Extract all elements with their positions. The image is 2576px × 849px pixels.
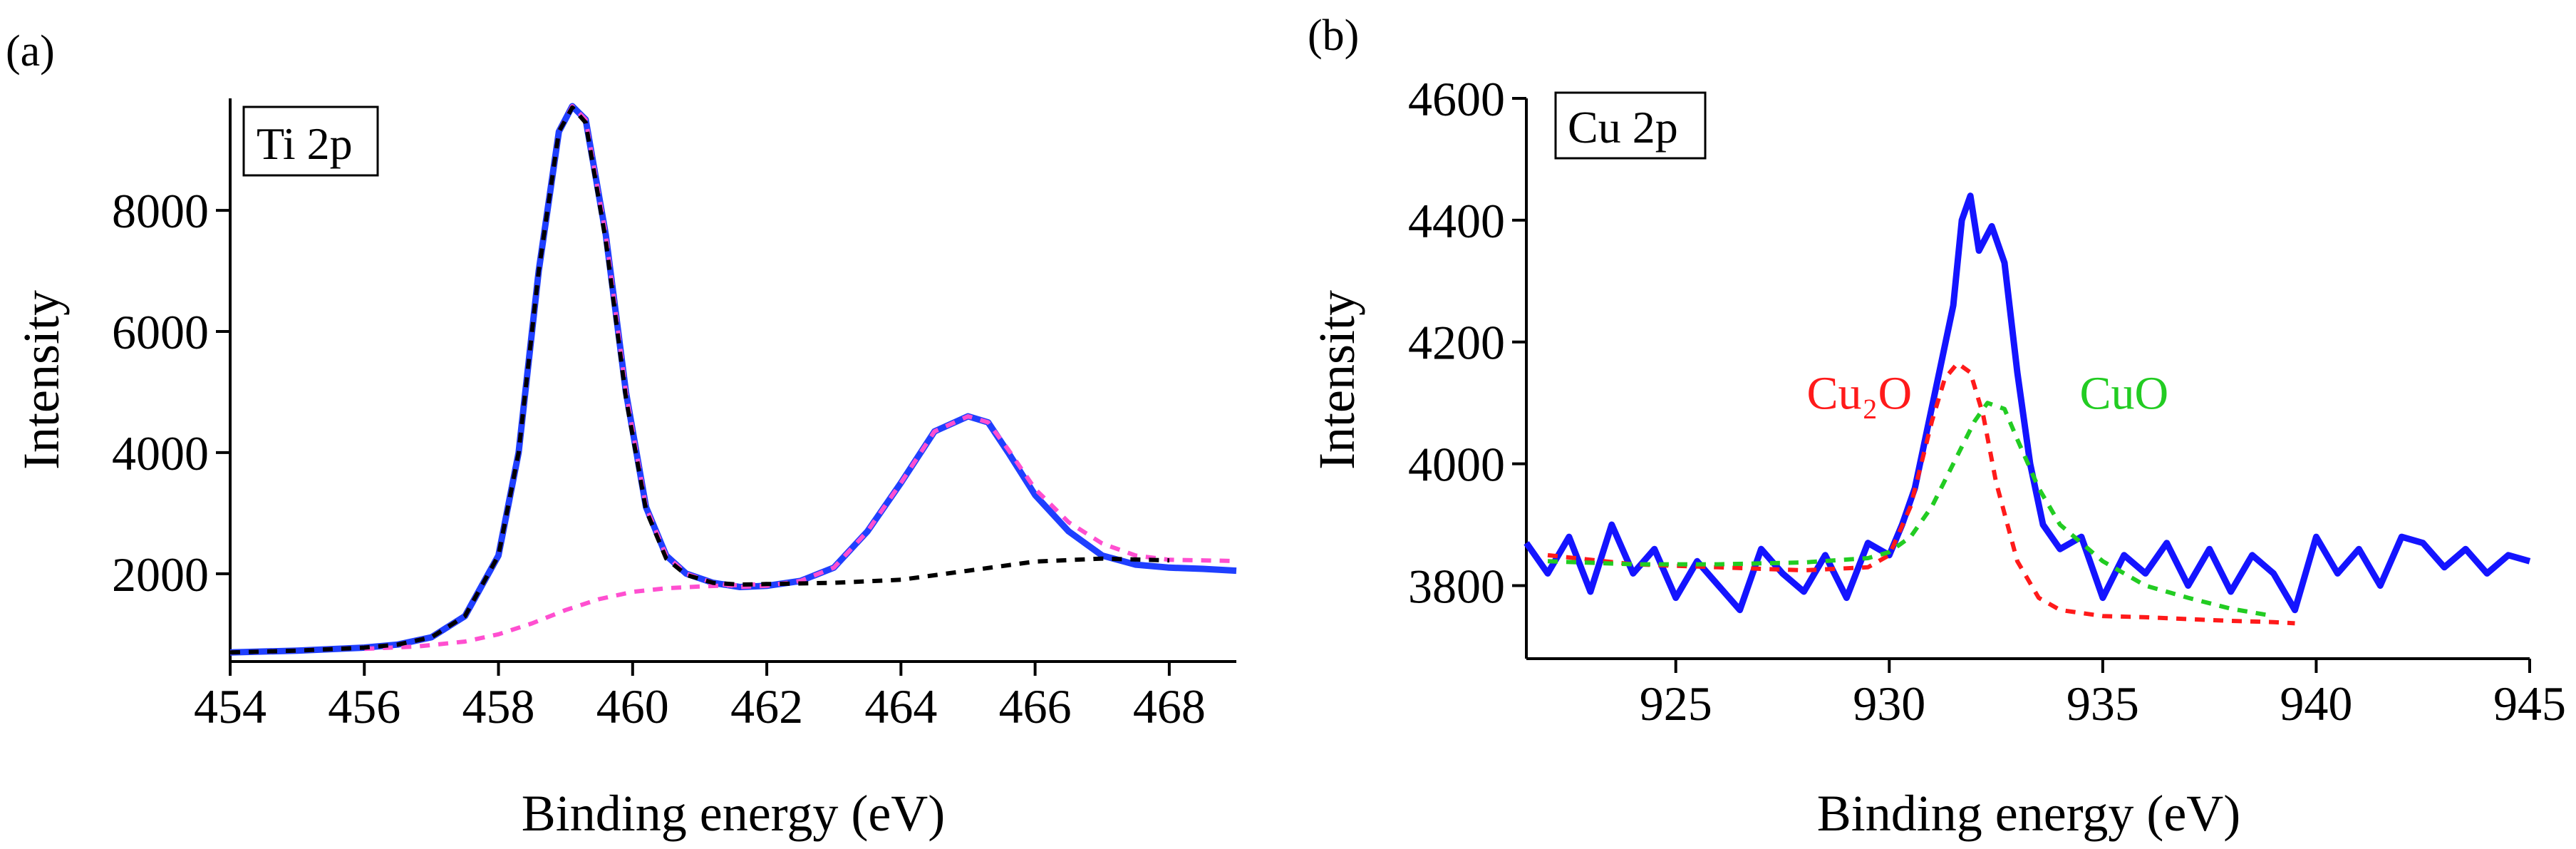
- x-tick-label: 468: [1133, 679, 1206, 734]
- x-tick-label: 945: [2493, 676, 2566, 731]
- y-tick-label: 3800: [1408, 559, 1505, 613]
- series-line-cu-o: [1547, 361, 2295, 626]
- y-tick-label: 2000: [112, 547, 209, 602]
- panel-b-ticks: 925 930 935 940 945 3800 4000 4200 4400 4600: [1408, 72, 2566, 731]
- panel-b-inset-frame: [1554, 91, 1707, 160]
- annotation-cu2o: Cu₂O: [1806, 368, 1912, 420]
- x-tick-label: 940: [2280, 676, 2352, 731]
- x-tick-label: 454: [194, 679, 267, 734]
- panel-a-ticks: 454 456 458 460 462 464 466 468 2000 4000 6000 8000: [112, 184, 1206, 734]
- panel-a-x-label: Binding energy (eV): [522, 785, 946, 842]
- series-line-background-magenta-: [364, 582, 767, 652]
- x-tick-label: 935: [2067, 676, 2139, 731]
- y-tick-label: 4400: [1408, 194, 1505, 248]
- panel-a-axes: [229, 98, 1236, 663]
- y-tick-label: 6000: [112, 305, 209, 359]
- panel-b-inset-box: Cu 2p: [1554, 91, 1707, 160]
- panel-a-inset-label: Ti 2p: [257, 118, 353, 169]
- series-line-cuo: [1547, 401, 2275, 619]
- x-tick-label: 460: [596, 679, 669, 734]
- panel-a-ti-2p: (a) 454 456 458 460 462 464 466 468 2000 4000 6000…: [6, 27, 1237, 842]
- y-tick-label: 4000: [112, 426, 209, 480]
- panel-b-x-label: Binding energy (eV): [1817, 785, 2241, 842]
- panel-a-y-label: Intensity: [13, 290, 70, 470]
- x-tick-label: 458: [462, 679, 535, 734]
- annotation-cuo: CuO: [2079, 368, 2168, 420]
- panel-b-axes: [1525, 98, 2530, 660]
- x-tick-label: 456: [328, 679, 400, 734]
- series-line-fit-black-: [229, 105, 1169, 655]
- x-tick-label: 925: [1640, 676, 1712, 731]
- panel-b-y-label: Intensity: [1308, 290, 1365, 470]
- panel-a-inset-frame: [242, 106, 379, 177]
- x-tick-label: 462: [730, 679, 803, 734]
- series-line-measured: [1524, 192, 2531, 614]
- panel-b-label: (b): [1308, 11, 1359, 60]
- y-tick-label: 4200: [1408, 316, 1505, 370]
- x-tick-label: 466: [999, 679, 1072, 734]
- series-line-measured: [229, 103, 1237, 656]
- panel-b-cu-2p: (b) 925 930 935 940 94538004000420044004600 …: [1308, 11, 2566, 842]
- panel-a-label: (a): [6, 27, 55, 76]
- y-tick-label: 4600: [1408, 72, 1505, 126]
- panel-a-inset-box: Ti 2p: [242, 106, 379, 177]
- panel-b-series: [1524, 192, 2531, 626]
- panel-b-inset-label: Cu 2p: [1568, 102, 1678, 153]
- panel-a-series: [229, 103, 1237, 656]
- y-tick-label: 8000: [112, 184, 209, 238]
- x-tick-label: 464: [864, 679, 937, 734]
- y-tick-label: 4000: [1408, 438, 1505, 492]
- x-tick-label: 930: [1853, 676, 1925, 731]
- series-line-fit-envelope: [229, 104, 1237, 655]
